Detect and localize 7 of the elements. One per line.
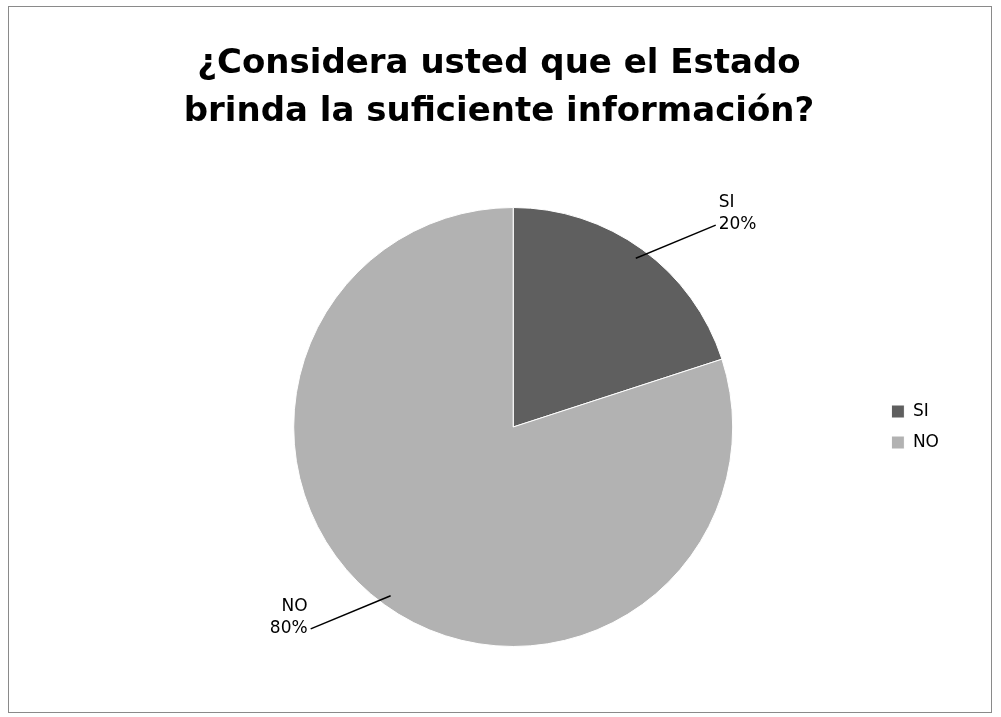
data-label: 80% [269,616,308,637]
data-label: 20% [718,213,757,234]
legend-label: SI [912,399,929,420]
slice-label: NO [281,594,308,615]
legend-label: NO [912,430,940,451]
chart-title: ¿Considera usted que el Estado brinda la suficiente información? [182,40,816,131]
slice-label: SI [718,191,735,212]
